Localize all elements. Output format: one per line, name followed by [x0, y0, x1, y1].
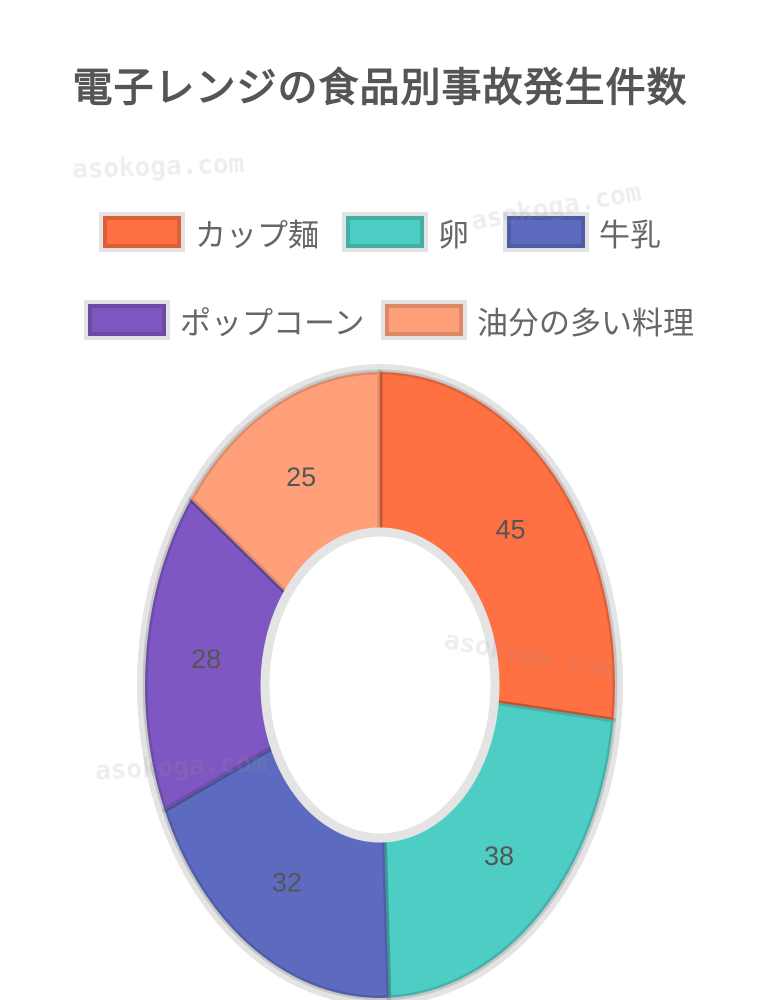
legend-item-popcorn[interactable]: ポップコーン	[88, 295, 364, 345]
legend-label: 卵	[438, 217, 469, 254]
slice-value-label: 32	[272, 867, 302, 897]
legend-item-cup-noodles[interactable]: カップ麺	[103, 207, 319, 257]
legend-label: 牛乳	[599, 217, 661, 254]
slice-value-label: 38	[484, 841, 514, 871]
legend-label: ポップコーン	[180, 305, 365, 342]
legend-swatch	[507, 216, 585, 248]
legend-item-egg[interactable]: 卵	[346, 207, 469, 257]
legend-swatch	[88, 304, 166, 336]
slice-value-label: 25	[286, 462, 316, 492]
chart-title: 電子レンジの食品別事故発生件数	[72, 65, 688, 111]
legend-swatch	[103, 216, 181, 248]
legend-item-oily-food[interactable]: 油分の多い料理	[385, 295, 694, 345]
legend-swatch	[385, 304, 463, 336]
legend-swatch	[346, 216, 424, 248]
slice-value-label: 45	[495, 515, 525, 545]
legend-label: 油分の多い料理	[477, 305, 694, 342]
legend-label: カップ麺	[195, 217, 319, 254]
slice-value-label: 28	[191, 644, 221, 674]
legend-item-milk[interactable]: 牛乳	[507, 207, 661, 257]
doughnut-hole	[260, 527, 500, 843]
